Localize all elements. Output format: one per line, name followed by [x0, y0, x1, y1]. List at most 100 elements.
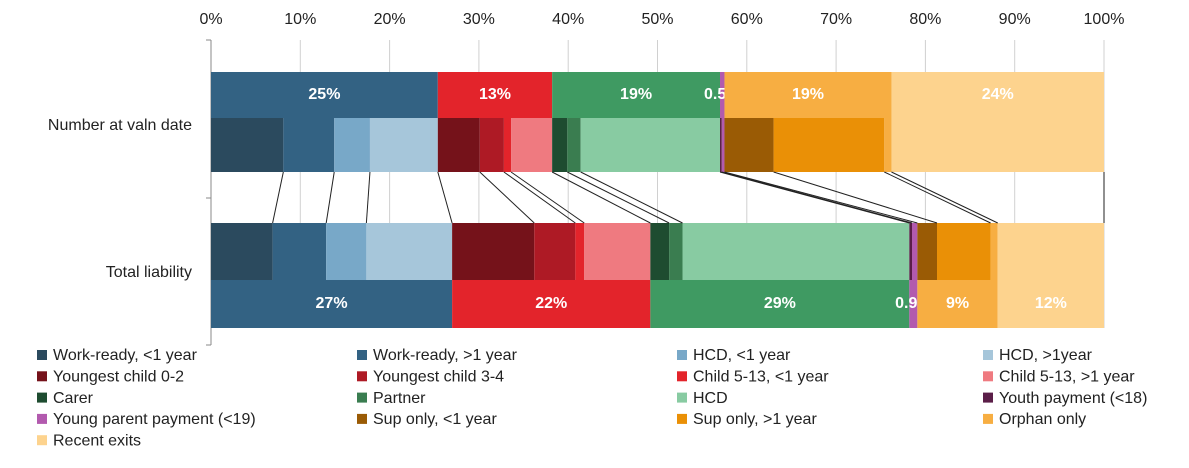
- segment: [369, 118, 438, 172]
- legend-swatch: [677, 371, 687, 382]
- value-label: 27%: [316, 295, 348, 312]
- segment: [511, 118, 553, 172]
- segment: [773, 118, 885, 172]
- legend-label: Child 5-13, <1 year: [693, 369, 829, 386]
- x-tick-label: 80%: [909, 11, 941, 28]
- connector: [721, 171, 913, 224]
- segment: [334, 118, 370, 172]
- connector: [503, 171, 576, 224]
- legend-swatch: [677, 392, 687, 403]
- segment: [990, 223, 998, 280]
- summary-segment: [997, 280, 1104, 328]
- segment: [884, 118, 892, 172]
- legend-label: Work-ready, >1 year: [373, 347, 518, 364]
- x-tick-label: 60%: [731, 11, 763, 28]
- legend-label: Youngest child 3-4: [373, 369, 504, 386]
- legend-label: Sup only, <1 year: [373, 411, 497, 428]
- legend-label: Partner: [373, 390, 426, 407]
- legend-swatch: [677, 413, 687, 424]
- segment: [283, 118, 335, 172]
- segment: [909, 223, 913, 280]
- segment: [503, 118, 512, 172]
- legend-label: Child 5-13, >1 year: [999, 369, 1135, 386]
- legend-label: Youngest child 0-2: [53, 369, 184, 386]
- legend-label: Carer: [53, 390, 94, 407]
- legend-label: Youth payment (<18): [999, 390, 1147, 407]
- segment: [567, 118, 581, 172]
- value-label: 13%: [479, 86, 511, 103]
- connector: [325, 171, 335, 224]
- value-label: 9%: [946, 295, 969, 312]
- segment: [724, 118, 774, 172]
- summary-segment: [437, 72, 553, 118]
- segment: [437, 118, 480, 172]
- segment: [211, 118, 284, 172]
- summary-segment: [211, 280, 453, 328]
- segment: [366, 223, 453, 280]
- value-label: 12%: [1035, 295, 1067, 312]
- legend-label: Work-ready, <1 year: [53, 347, 198, 364]
- segment: [552, 118, 568, 172]
- x-tick-label: 40%: [552, 11, 584, 28]
- segment: [682, 223, 910, 280]
- legend-swatch: [357, 392, 367, 403]
- connector: [719, 171, 910, 224]
- x-tick-label: 30%: [463, 11, 495, 28]
- connector: [724, 171, 918, 224]
- summary-segment: [724, 72, 892, 118]
- summary-segment: [909, 280, 918, 328]
- x-tick-label: 50%: [641, 11, 673, 28]
- segment: [211, 223, 273, 280]
- connector: [365, 171, 371, 224]
- segment: [669, 223, 683, 280]
- x-tick-label: 20%: [374, 11, 406, 28]
- legend-label: Recent exits: [53, 432, 141, 449]
- value-label: 29%: [764, 295, 796, 312]
- segment: [937, 223, 991, 280]
- legend-swatch: [37, 413, 47, 424]
- connector: [272, 171, 284, 224]
- x-tick-label: 10%: [284, 11, 316, 28]
- value-label: 25%: [308, 86, 340, 103]
- connector: [884, 171, 991, 224]
- legend-swatch: [357, 371, 367, 382]
- segment: [326, 223, 367, 280]
- legend-swatch: [357, 413, 367, 424]
- segment: [912, 223, 918, 280]
- segment: [650, 223, 670, 280]
- summary-segment: [891, 72, 1104, 118]
- legend-swatch: [983, 413, 993, 424]
- connector: [580, 171, 683, 224]
- segment: [891, 118, 1104, 172]
- summary-segment: [917, 280, 998, 328]
- segment: [917, 223, 938, 280]
- category-label: Number at valn date: [48, 117, 192, 134]
- segment: [580, 118, 721, 172]
- legend-label: HCD: [693, 390, 728, 407]
- segment: [584, 223, 651, 280]
- connector: [510, 171, 585, 224]
- legend-swatch: [37, 392, 47, 403]
- x-tick-label: 0%: [199, 11, 222, 28]
- legend-swatch: [983, 350, 993, 360]
- connector: [891, 171, 998, 224]
- legend-swatch: [37, 371, 47, 382]
- summary-segment: [650, 280, 910, 328]
- summary-segment: [720, 72, 725, 118]
- category-label: Total liability: [106, 264, 192, 281]
- legend-swatch: [983, 392, 993, 403]
- legend-swatch: [677, 350, 687, 360]
- x-tick-label: 90%: [999, 11, 1031, 28]
- segment: [721, 118, 725, 172]
- value-label: 22%: [535, 295, 567, 312]
- connector: [551, 171, 651, 224]
- legend-swatch: [37, 435, 47, 446]
- connector: [479, 171, 535, 224]
- segment: [272, 223, 327, 280]
- segment: [997, 223, 1104, 280]
- value-label: 19%: [620, 86, 652, 103]
- legend-label: Sup only, >1 year: [693, 411, 817, 428]
- x-tick-label: 100%: [1084, 11, 1125, 28]
- legend-label: Young parent payment (<19): [53, 411, 256, 428]
